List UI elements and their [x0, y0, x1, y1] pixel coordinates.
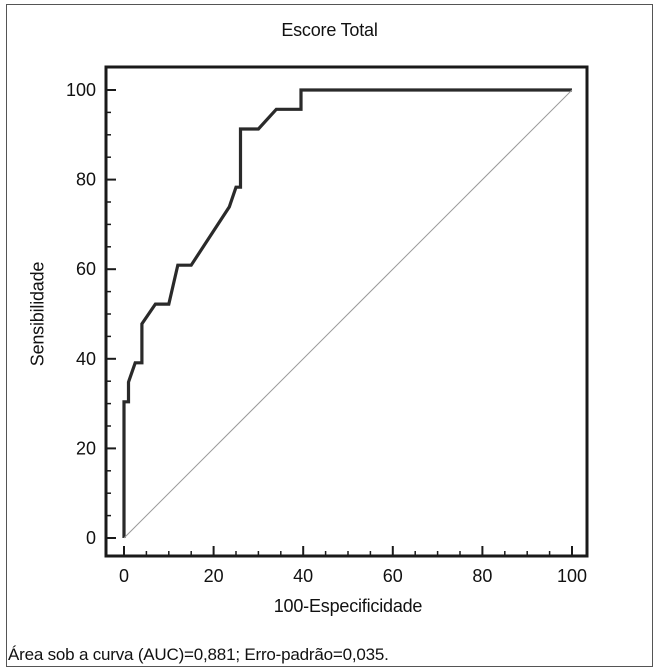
- y-tick-label: 20: [76, 438, 96, 458]
- plot-border: [104, 65, 589, 558]
- x-tick-label: 20: [204, 566, 224, 586]
- x-axis-label: 100-Especificidade: [273, 596, 423, 616]
- x-tick-label: 40: [293, 566, 313, 586]
- y-tick-label: 0: [86, 528, 96, 548]
- y-tick-label: 80: [76, 170, 96, 190]
- reference-diagonal-line: [123, 89, 573, 539]
- y-axis-label: Sensibilidade: [27, 261, 48, 367]
- x-tick-label: 80: [472, 566, 492, 586]
- y-tick-label: 100: [66, 80, 96, 100]
- auc-footnote: Área sob a curva (AUC)=0,881; Erro-padrã…: [8, 645, 389, 664]
- x-tick-label: 0: [119, 566, 129, 586]
- x-tick-label: 60: [383, 566, 403, 586]
- roc-curve-line: [122, 88, 572, 538]
- y-tick-label: 40: [76, 349, 96, 369]
- figure-frame: [6, 4, 653, 667]
- chart-title: Escore Total: [281, 20, 378, 40]
- x-tick-label: 100: [557, 566, 587, 586]
- y-tick-label: 60: [76, 259, 96, 279]
